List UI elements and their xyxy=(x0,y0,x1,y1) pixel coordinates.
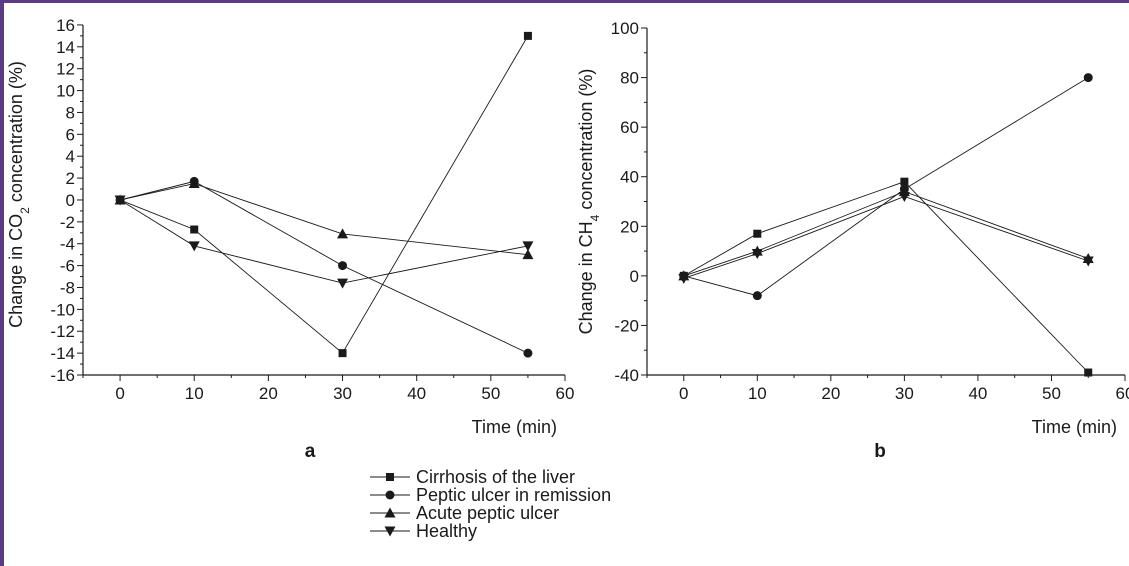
data-point-peptic-ulcer-in-remission xyxy=(1083,73,1093,83)
x-tick-label: 10 xyxy=(748,384,767,403)
legend-label: Acute peptic ulcer xyxy=(416,503,559,523)
data-point-healthy xyxy=(1082,256,1094,267)
series-line-healthy xyxy=(119,199,528,284)
data-point-healthy xyxy=(898,192,910,203)
data-point-cirrhosis-of-the-liver xyxy=(190,225,199,234)
y-axis-label-part: concentration (%) xyxy=(576,69,596,215)
data-point-cirrhosis-of-the-liver xyxy=(753,229,762,238)
y-tick-label: 2 xyxy=(66,169,75,188)
x-tick-label: 20 xyxy=(259,384,278,403)
series-line-cirrhosis-of-the-liver xyxy=(683,181,1089,373)
legend-label: Peptic ulcer in remission xyxy=(416,485,611,505)
data-point-cirrhosis-of-the-liver xyxy=(1084,368,1093,377)
x-tick-label: 40 xyxy=(407,384,426,403)
y-tick-label: 4 xyxy=(66,147,75,166)
y-tick-label: 80 xyxy=(620,69,639,88)
x-axis-label: Time (min) xyxy=(472,417,557,437)
x-tick-label: 40 xyxy=(968,384,987,403)
y-axis-label-subscript: 2 xyxy=(18,207,32,214)
legend-marker-triangle-up xyxy=(384,507,396,518)
data-point-cirrhosis-of-the-liver xyxy=(523,31,532,40)
y-tick-label: 0 xyxy=(630,267,639,286)
legend-marker-circle xyxy=(385,490,395,500)
panel-label: b xyxy=(874,441,886,462)
y-tick-label: -2 xyxy=(60,213,75,232)
y-tick-label: -14 xyxy=(50,344,75,363)
y-tick-label: 10 xyxy=(56,82,75,101)
x-tick-label: 30 xyxy=(895,384,914,403)
series-line-peptic-ulcer-in-remission xyxy=(683,77,1089,297)
series-line-acute-peptic-ulcer xyxy=(683,191,1089,277)
data-point-peptic-ulcer-in-remission xyxy=(523,348,533,358)
y-tick-label: -40 xyxy=(614,366,639,385)
y-tick-label: 16 xyxy=(56,16,75,35)
series-line-peptic-ulcer-in-remission xyxy=(119,180,529,354)
x-tick-label: 30 xyxy=(333,384,352,403)
data-point-acute-peptic-ulcer xyxy=(522,249,534,260)
x-tick-label: 50 xyxy=(481,384,500,403)
y-tick-label: -16 xyxy=(50,366,75,385)
y-tick-label: -12 xyxy=(50,322,75,341)
x-axis-label: Time (min) xyxy=(1032,417,1117,437)
y-tick-label: -10 xyxy=(50,300,75,319)
x-tick-label: 0 xyxy=(679,384,688,403)
panel-label: a xyxy=(305,441,316,462)
y-axis-label-part: Change in CH xyxy=(576,221,596,334)
y-tick-label: 60 xyxy=(620,118,639,137)
y-tick-label: 6 xyxy=(66,125,75,144)
y-tick-label: 0 xyxy=(66,191,75,210)
y-tick-label: 8 xyxy=(66,103,75,122)
legend-item: Peptic ulcer in remission xyxy=(370,485,611,505)
data-point-healthy xyxy=(337,278,349,289)
series-line-acute-peptic-ulcer xyxy=(120,183,528,256)
data-point-peptic-ulcer-in-remission xyxy=(338,261,348,271)
x-tick-label: 60 xyxy=(1116,384,1129,403)
series-line-cirrhosis-of-the-liver xyxy=(119,35,529,354)
legend-item: Healthy xyxy=(370,521,477,541)
chart-panel-b: 0 10 20 30 40 50 60 -40 -20 0 20 40 60 80 100 Time (min… xyxy=(576,19,1129,462)
y-tick-label: 14 xyxy=(56,38,75,57)
data-point-peptic-ulcer-in-remission xyxy=(752,291,762,301)
data-point-cirrhosis-of-the-liver xyxy=(338,349,347,358)
legend-label: Healthy xyxy=(416,521,477,541)
data-point-cirrhosis-of-the-liver xyxy=(900,177,909,186)
legend-item: Acute peptic ulcer xyxy=(370,503,559,523)
data-point-healthy xyxy=(751,249,763,260)
y-axis-label-subscript: 4 xyxy=(588,214,602,221)
x-tick-label: 0 xyxy=(115,384,124,403)
chart-panel-a: 0 10 20 30 40 50 60 -16 -14 -12 -10 -8 -6 -4 -2 0 2 4 6 8 10… xyxy=(6,16,574,462)
series-line-healthy xyxy=(683,196,1089,279)
data-point-healthy xyxy=(522,241,534,252)
y-tick-label: 20 xyxy=(620,217,639,236)
x-tick-label: 20 xyxy=(821,384,840,403)
y-tick-label: -20 xyxy=(614,316,639,335)
data-point-healthy xyxy=(188,241,200,252)
y-tick-label: -6 xyxy=(60,257,75,276)
y-tick-label: 12 xyxy=(56,60,75,79)
y-tick-label: 40 xyxy=(620,168,639,187)
legend-marker-square xyxy=(386,473,394,481)
data-point-healthy xyxy=(114,195,126,206)
y-axis-label-part: concentration (%) xyxy=(6,61,26,207)
data-point-acute-peptic-ulcer xyxy=(188,178,200,189)
legend-marker-triangle-down xyxy=(384,526,396,537)
y-axis-label: Change in CO2 concentration (%) xyxy=(6,61,32,328)
legend-item: Cirrhosis of the liver xyxy=(370,467,575,487)
y-tick-label: 100 xyxy=(611,19,639,38)
x-tick-label: 60 xyxy=(556,384,575,403)
legend-label: Cirrhosis of the liver xyxy=(416,467,575,487)
y-axis-label-part: Change in CO xyxy=(6,214,26,328)
data-point-healthy xyxy=(678,273,690,284)
y-axis-label: Change in CH4 concentration (%) xyxy=(576,69,602,335)
x-tick-label: 50 xyxy=(1042,384,1061,403)
y-tick-label: -4 xyxy=(60,235,75,254)
data-point-acute-peptic-ulcer xyxy=(337,228,349,239)
x-tick-label: 10 xyxy=(185,384,204,403)
y-tick-label: -8 xyxy=(60,278,75,297)
